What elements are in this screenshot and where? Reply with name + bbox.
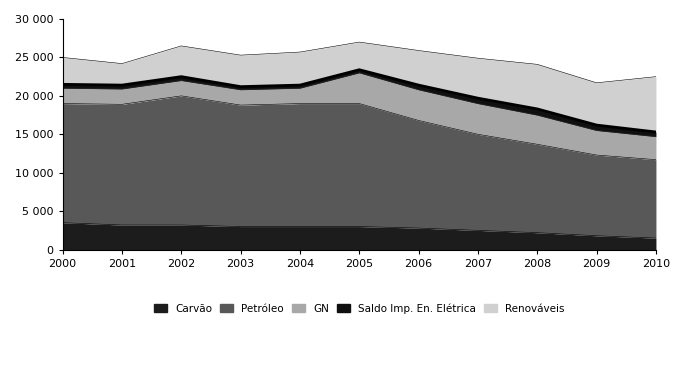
- Legend: Carvão, Petróleo, GN, Saldo Imp. En. Elétrica, Renováveis: Carvão, Petróleo, GN, Saldo Imp. En. Elé…: [150, 299, 569, 318]
